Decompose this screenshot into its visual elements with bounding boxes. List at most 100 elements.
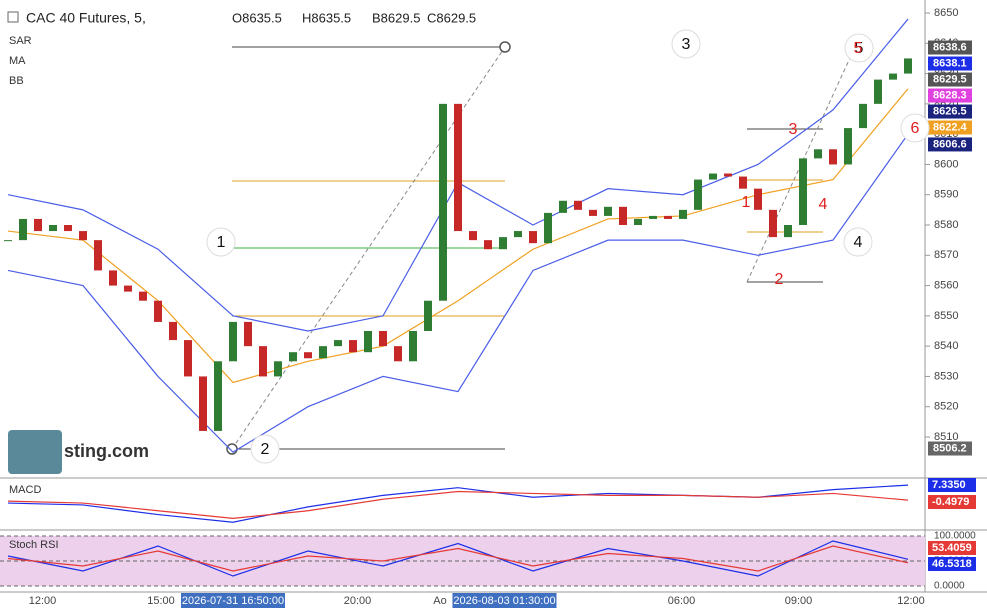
candle — [619, 206, 627, 225]
wave-label: 5 — [855, 40, 864, 57]
handle — [226, 443, 238, 455]
candle — [139, 291, 147, 301]
candle — [19, 218, 27, 241]
y-tick-label: 0.0000 — [934, 581, 965, 592]
x-tick-label: 06:00 — [668, 595, 696, 607]
candle — [79, 231, 87, 241]
candle — [394, 346, 402, 362]
candle — [889, 73, 897, 80]
wave-circle — [206, 227, 236, 257]
candle — [424, 300, 432, 331]
candle — [469, 231, 477, 241]
wave-circle — [250, 434, 280, 464]
cursor-tag — [452, 593, 557, 608]
candle — [724, 173, 732, 177]
trend-line — [231, 46, 506, 450]
value-tag-label: -0.4979 — [932, 496, 969, 508]
y-tick-label: 8530 — [934, 370, 958, 382]
bb-lower — [7, 133, 909, 453]
indicator[interactable]: MA — [9, 55, 26, 67]
price-tag — [928, 104, 972, 119]
candle — [94, 240, 102, 271]
candle — [604, 206, 612, 216]
wave-label: 2 — [261, 441, 270, 458]
x-tick-label: 20:00 — [344, 595, 372, 607]
price-tag — [928, 120, 972, 135]
candle — [334, 340, 342, 347]
x-tick-label: 12:00 — [29, 595, 57, 607]
ohlc: O8635.5 — [232, 10, 282, 25]
candle — [544, 212, 552, 244]
candle — [49, 225, 57, 232]
candle — [199, 376, 207, 431]
wave-label: 4 — [854, 234, 863, 251]
wave-label-red: 5 — [854, 40, 863, 57]
wave-label: 6 — [911, 120, 920, 137]
price-tag — [928, 56, 972, 71]
candle — [34, 218, 42, 232]
price-tag — [928, 137, 972, 152]
y-tick-label: 8580 — [934, 219, 958, 231]
wave-circle — [900, 113, 930, 143]
y-tick-label: 8540 — [934, 340, 958, 352]
value-tag-label: 46.5318 — [932, 558, 972, 570]
wave-label-red: 1 — [742, 194, 751, 211]
candle — [574, 200, 582, 210]
candle — [169, 321, 177, 341]
candle — [829, 149, 837, 165]
collapse-icon[interactable] — [7, 11, 19, 23]
candle — [484, 240, 492, 250]
y-tick-label: 8520 — [934, 401, 958, 413]
ohlc: H8635.5 — [302, 10, 351, 25]
x-tick-label: 09:00 — [785, 595, 813, 607]
indicator[interactable]: Stoch RSI — [9, 539, 59, 551]
candle — [4, 240, 12, 242]
price-tag-label: 8606.6 — [933, 138, 967, 150]
price-tag — [928, 88, 972, 103]
indicator[interactable]: SAR — [9, 35, 32, 47]
wave-circle — [843, 227, 873, 257]
ohlc: B8629.5 — [372, 10, 420, 25]
candle — [379, 331, 387, 347]
candle — [289, 352, 297, 362]
price-tag-label: 8638.6 — [933, 41, 967, 53]
wave-label-red: 4 — [819, 196, 828, 213]
candle — [184, 340, 192, 377]
candle — [784, 225, 792, 238]
symbol-title: CAC 40 Futures, 5, — [26, 10, 146, 26]
price-tag-label: 8506.2 — [933, 442, 967, 454]
candle — [274, 361, 282, 377]
candle — [859, 103, 867, 129]
wave-circle — [844, 33, 874, 63]
value-tag — [928, 557, 976, 571]
y-tick-label: 8510 — [934, 431, 958, 443]
x-tick-label: Ao — [433, 595, 446, 607]
value-tag-label: 7.3350 — [932, 479, 966, 491]
candle — [589, 209, 597, 216]
price-tag — [928, 40, 972, 55]
candle — [769, 209, 777, 238]
stoch-k — [7, 540, 909, 577]
price-tag-label: 8638.1 — [933, 57, 967, 69]
signal-line — [7, 490, 909, 520]
wave-label: 3 — [682, 36, 691, 53]
candle — [679, 209, 687, 219]
y-tick-label: 100.0000 — [934, 531, 976, 542]
candle — [244, 321, 252, 347]
price-tag-label: 8622.4 — [933, 121, 968, 133]
y-tick-label: 8550 — [934, 310, 958, 322]
indicator[interactable]: BB — [9, 75, 24, 87]
cursor-tag-label: 2026-08-03 01:30:00 — [453, 595, 555, 607]
candle — [634, 218, 642, 225]
price-tag — [928, 72, 972, 87]
indicator[interactable]: MACD — [9, 484, 41, 496]
stoch-d — [7, 545, 909, 572]
ohlc: C8629.5 — [427, 10, 476, 25]
candle — [124, 285, 132, 292]
candle — [214, 361, 222, 431]
y-tick-label: 8590 — [934, 189, 958, 201]
candle — [454, 103, 462, 232]
value-tag — [928, 495, 976, 509]
cursor-tag-label: 2026-07-31 16:50:00 — [182, 595, 284, 607]
